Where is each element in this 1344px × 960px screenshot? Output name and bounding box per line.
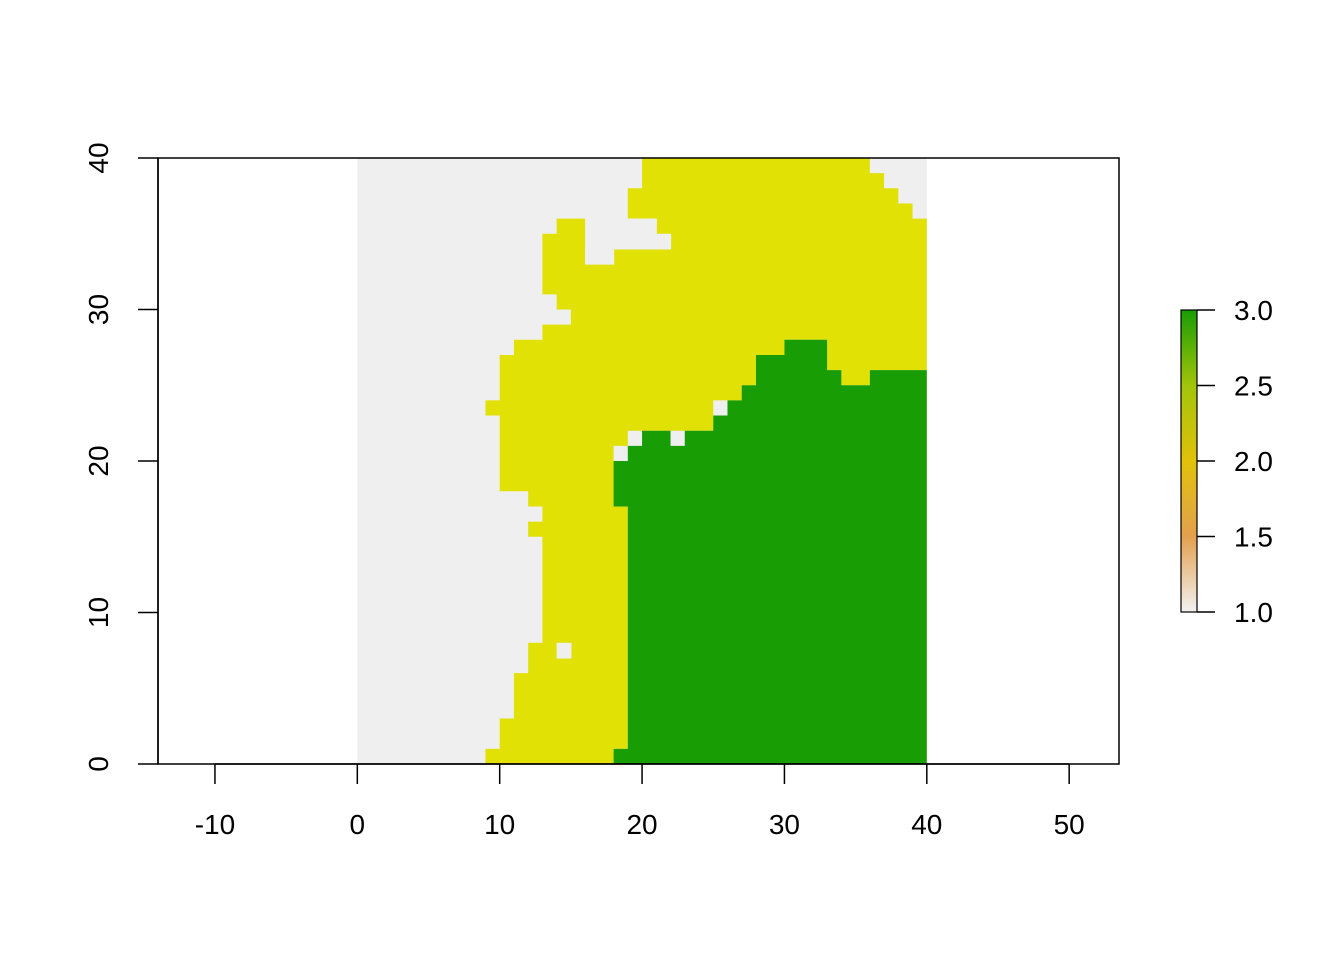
raster-region-class-3 <box>613 339 927 764</box>
y-axis: 0 10 20 30 40 <box>83 142 159 772</box>
y-tick-label: 0 <box>83 756 114 772</box>
x-tick-label: 20 <box>626 809 657 840</box>
raster-cell-class-1 <box>585 203 600 220</box>
colorbar-gradient <box>1180 309 1198 613</box>
x-tick-label: 10 <box>484 809 515 840</box>
raster-cell-class-1 <box>585 248 600 265</box>
raster-cell-class-1 <box>642 233 657 250</box>
y-tick-label: 20 <box>83 445 114 476</box>
y-tick-label: 30 <box>83 294 114 325</box>
x-tick-label: 50 <box>1054 809 1085 840</box>
raster-cell-class-1 <box>599 248 615 265</box>
colorbar-tick-label: 1.0 <box>1234 597 1273 628</box>
raster-cell-class-1 <box>642 218 657 235</box>
raster-cell-class-1 <box>613 218 629 235</box>
x-axis: -10 0 10 20 30 40 50 <box>195 763 1085 840</box>
raster-region-class-2 <box>485 158 927 764</box>
y-tick-label: 40 <box>83 142 114 173</box>
x-tick-label: 30 <box>769 809 800 840</box>
x-tick-label: -10 <box>195 809 235 840</box>
colorbar-tick-label: 1.5 <box>1234 522 1273 553</box>
x-tick-label: 0 <box>350 809 366 840</box>
colorbar-tick-label: 2.5 <box>1234 371 1273 402</box>
raster-cell-class-1 <box>599 218 615 235</box>
y-tick-label: 10 <box>83 597 114 628</box>
raster-cell-class-1 <box>656 233 672 250</box>
raster-cell-class-1 <box>599 233 615 250</box>
raster-cell-class-1 <box>613 233 629 250</box>
raster-layer <box>357 158 927 764</box>
x-tick-label: 40 <box>911 809 942 840</box>
colorbar-tick-label: 3.0 <box>1234 295 1273 326</box>
colorbar-tick-label: 2.0 <box>1234 446 1273 477</box>
colorbar-legend: 1.0 1.5 2.0 2.5 3.0 <box>1180 295 1273 628</box>
raster-cell-class-1 <box>556 642 572 659</box>
raster-cell-class-1 <box>627 218 643 235</box>
raster-cell-class-1 <box>627 233 643 250</box>
